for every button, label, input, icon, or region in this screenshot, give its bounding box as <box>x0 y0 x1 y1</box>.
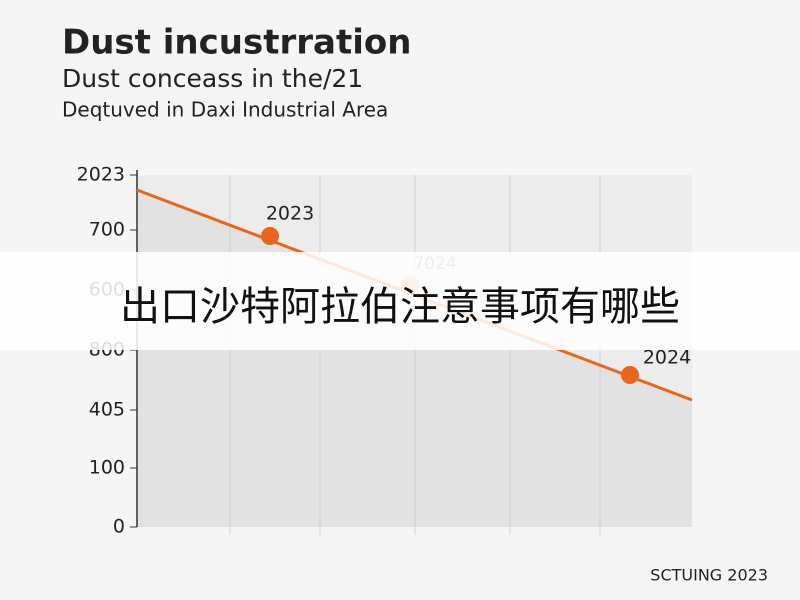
banner-text: 出口沙特阿拉伯注意事项有哪些 <box>120 284 680 330</box>
plot <box>136 170 693 535</box>
axis-label: 405 <box>89 399 125 421</box>
point-label: 2024 <box>643 347 691 369</box>
axis-label: 2023 <box>77 164 125 186</box>
banner <box>0 252 800 350</box>
axis-label: 0 <box>113 516 125 538</box>
subtitle: Dust conceass in the/21 <box>62 64 363 93</box>
caption: Deqtuved in Daxi Industrial Area <box>62 98 388 122</box>
grid <box>229 175 601 535</box>
axis-label: 100 <box>89 457 125 479</box>
point <box>261 227 279 245</box>
title: Dust incustrration <box>62 23 411 63</box>
point <box>621 366 639 384</box>
footer: SCTUING 2023 <box>650 566 768 585</box>
point-label: 2023 <box>266 203 314 225</box>
axis-label: 700 <box>89 219 125 241</box>
